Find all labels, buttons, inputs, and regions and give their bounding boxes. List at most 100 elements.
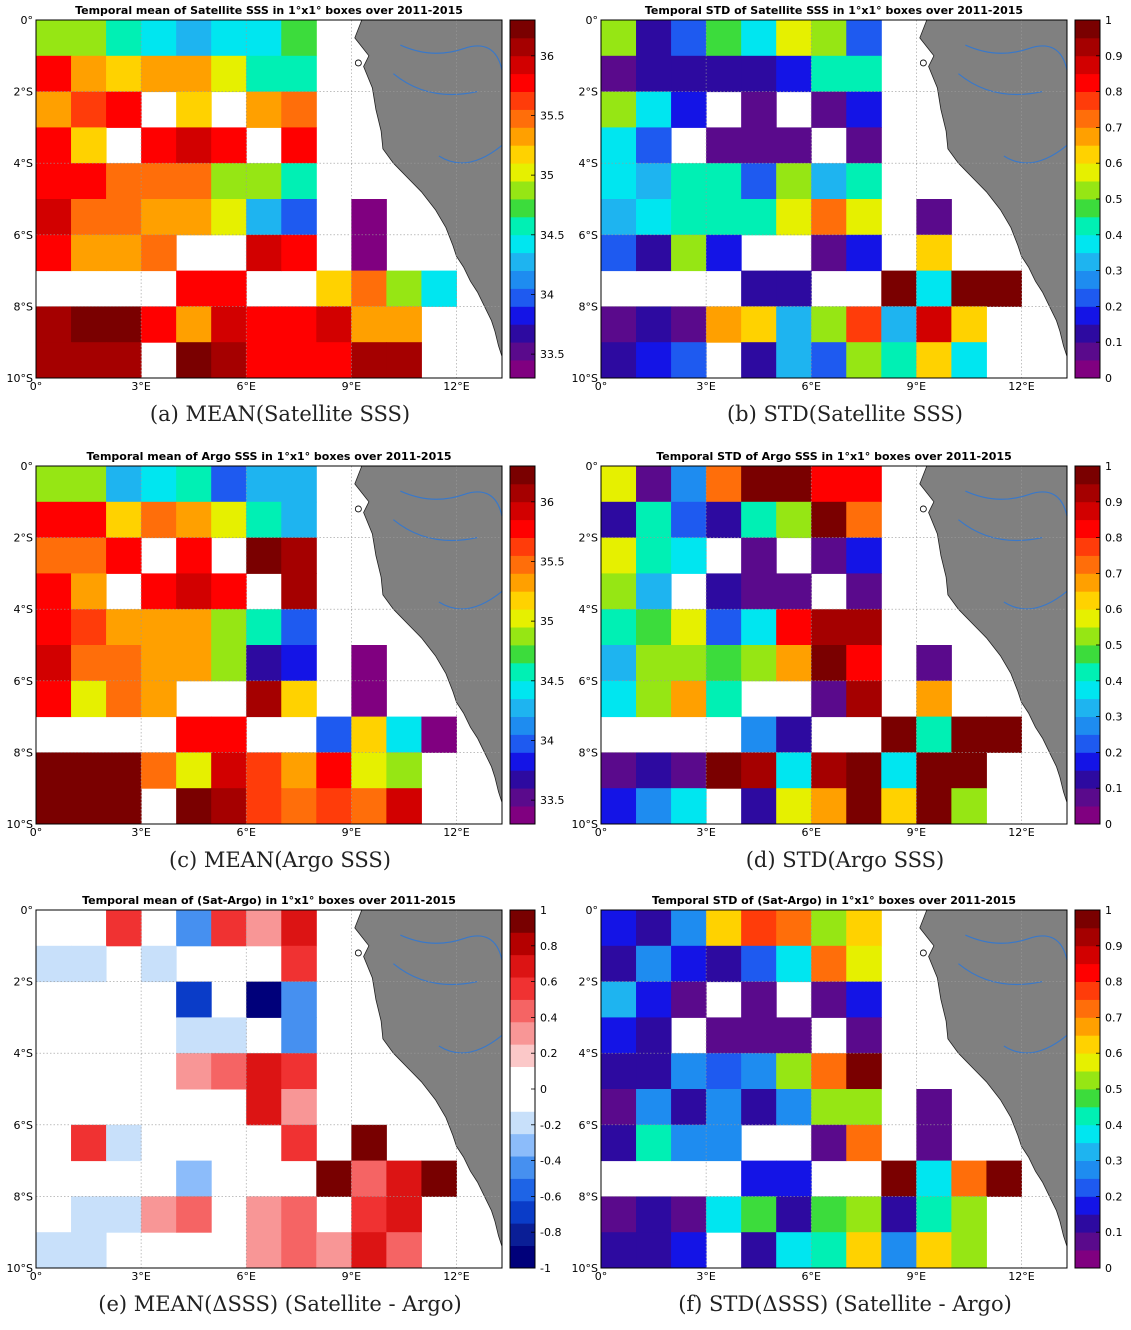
colorbar-step (510, 324, 535, 343)
heatmap-cell (176, 910, 212, 947)
heatmap-cell (316, 306, 352, 343)
heatmap-cell (811, 306, 847, 343)
y-tick-label: 2°S (14, 976, 33, 989)
colorbar-tick-label: 0.3 (1105, 1155, 1123, 1168)
heatmap-cell (706, 1124, 742, 1162)
heatmap-cell (811, 163, 847, 200)
heatmap-cell (846, 342, 882, 379)
gridlines (36, 910, 502, 1268)
heatmap-cell (246, 466, 282, 503)
heatmap-cell (776, 1089, 812, 1126)
heatmap-cell (316, 1232, 352, 1269)
colorbar-tick-label: 0 (1105, 1262, 1112, 1275)
colorbar-tick-label: 0.3 (1105, 265, 1123, 278)
colorbar-step (1075, 55, 1100, 75)
heatmap-cell (776, 1053, 812, 1090)
x-tick-label: 6°E (236, 826, 255, 839)
x-tick-label: 0° (595, 1270, 608, 1283)
colorbar-tick-label: 0.2 (1105, 746, 1123, 759)
colorbar-step (1075, 109, 1100, 128)
y-tick-label: 6°S (579, 1119, 598, 1132)
gridlines (36, 466, 502, 824)
x-tick-label: 0° (30, 826, 43, 839)
heatmap-cell (881, 788, 917, 825)
heatmap-cell (671, 306, 707, 343)
heatmap-cell (71, 55, 107, 93)
heatmap-cell (71, 609, 107, 646)
heatmap-cell (706, 55, 742, 93)
colorbar-tick-label: -0.4 (540, 1155, 561, 1168)
colorbar-step (1075, 752, 1100, 771)
heatmap-cell (36, 163, 72, 200)
colorbar-step (510, 645, 535, 664)
heatmap-cell (211, 55, 247, 93)
river-line (1003, 1034, 1068, 1054)
colorbar-step (510, 1200, 535, 1224)
plot-frame (600, 465, 1068, 825)
heatmap-cell (281, 680, 317, 718)
heatmap-cell (601, 1232, 637, 1269)
colorbar-step (1075, 806, 1100, 825)
heatmap-cell (176, 466, 212, 503)
gridlines (601, 20, 1067, 378)
heatmap-cell (776, 910, 812, 947)
heatmap-cell (176, 537, 212, 574)
y-tick-label: 0° (21, 460, 34, 473)
heatmap-cell (421, 270, 457, 307)
heatmap-cell (141, 1196, 177, 1233)
colorbar-step (510, 37, 535, 57)
colorbar-step (510, 145, 535, 164)
heatmap-cell (741, 1160, 777, 1197)
heatmap-cell (846, 645, 882, 682)
heatmap-cell (601, 1017, 637, 1054)
colorbar-step (510, 1133, 535, 1157)
heatmap-cell (351, 645, 387, 682)
heatmap-cell (916, 342, 952, 379)
heatmap-cell (671, 199, 707, 236)
y-tick-label: 10°S (572, 1262, 598, 1275)
colorbar-tick-label: 0.7 (1105, 567, 1123, 580)
heatmap-cell (671, 1053, 707, 1090)
colorbar-step (1075, 145, 1100, 164)
colorbar-tick-label: -0.2 (540, 1119, 561, 1132)
heatmap-cell (36, 945, 72, 983)
island-marker (354, 59, 362, 67)
heatmap-cell (351, 1124, 387, 1162)
heatmap-cell (211, 199, 247, 236)
heatmap-cell (246, 981, 282, 1018)
heatmap-cell (281, 306, 317, 343)
heatmap-cell (141, 680, 177, 718)
heatmap-cell (141, 573, 177, 610)
island-marker (354, 949, 362, 957)
colorbar-tick-label: 1 (1105, 14, 1112, 27)
land-mass (919, 909, 1068, 1268)
colorbar-tick-label: 35 (540, 615, 554, 628)
colorbar-step (510, 1245, 535, 1269)
colorbar-step (1075, 698, 1100, 717)
colorbar-tick-label: 0.9 (1105, 50, 1123, 63)
river-line (400, 934, 503, 961)
heatmap-cell (106, 55, 142, 93)
colorbar-step (510, 932, 535, 956)
colorbar-tick-label: 0.7 (1105, 1011, 1123, 1024)
colorbar-step (510, 1044, 535, 1068)
colorbar-tick-label: 0.6 (1105, 157, 1123, 170)
panel-f: Temporal STD of (Sat-Argo) in 1°x1° boxe… (565, 890, 1125, 1330)
heatmap-cell (881, 270, 917, 307)
heatmap-cell (351, 788, 387, 825)
colorbar-step (510, 199, 535, 218)
x-tick-label: 3°E (131, 826, 150, 839)
heatmap-cell (36, 609, 72, 646)
heatmap-cell (281, 752, 317, 789)
colorbar-tick-label: 0.7 (1105, 121, 1123, 134)
colorbar: 33.5 34 34.5 35 35.5 36 (509, 19, 565, 379)
caption-a: (a) MEAN(Satellite SSS) (149, 402, 411, 426)
heatmap-cell (36, 645, 72, 682)
colorbar-step (510, 234, 535, 254)
heatmap-cell (846, 306, 882, 343)
heatmap-cell (106, 1196, 142, 1233)
heatmap-cell (846, 981, 882, 1018)
heatmap-cell (246, 910, 282, 947)
heatmap-cell (811, 55, 847, 93)
colorbar-tick-label: 0.2 (1105, 1190, 1123, 1203)
